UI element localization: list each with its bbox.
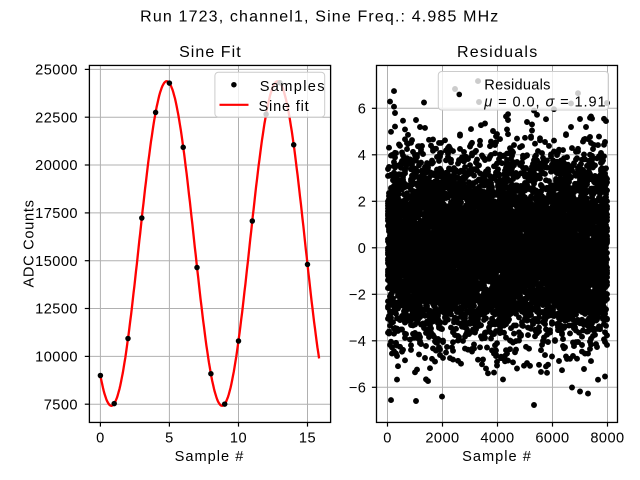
svg-text:8000: 8000: [590, 430, 624, 446]
svg-text:6000: 6000: [535, 430, 569, 446]
svg-text:−6: −6: [349, 381, 367, 397]
svg-text:Run 1723, channel1, Sine Freq.: Run 1723, channel1, Sine Freq.: 4.985 MH…: [140, 9, 499, 26]
svg-text:10000: 10000: [35, 350, 78, 366]
svg-text:Sine Fit: Sine Fit: [179, 44, 242, 61]
svg-text:10: 10: [230, 430, 247, 446]
svg-text:2: 2: [358, 195, 367, 211]
svg-text:Sample #: Sample #: [462, 449, 532, 465]
svg-text:7500: 7500: [44, 397, 78, 413]
svg-text:Samples: Samples: [260, 79, 326, 95]
svg-text:12500: 12500: [35, 302, 78, 318]
svg-text:Residuals: Residuals: [457, 44, 539, 61]
svg-text:Residuals: Residuals: [484, 78, 550, 94]
svg-text:0: 0: [383, 430, 392, 446]
svg-text:15000: 15000: [35, 254, 78, 270]
svg-text:20000: 20000: [35, 158, 78, 174]
svg-text:−4: −4: [349, 334, 367, 350]
svg-text:17500: 17500: [35, 206, 78, 222]
svg-text:0: 0: [358, 241, 367, 257]
svg-text:5: 5: [165, 430, 174, 446]
svg-text:22500: 22500: [35, 110, 78, 126]
svg-text:ADC Counts: ADC Counts: [21, 199, 37, 287]
svg-text:25000: 25000: [35, 63, 78, 79]
svg-text:Sine fit: Sine fit: [259, 99, 310, 115]
svg-text:6: 6: [358, 102, 367, 118]
svg-text:Sample #: Sample #: [175, 449, 245, 465]
svg-text:−2: −2: [349, 288, 367, 304]
svg-text:2000: 2000: [425, 430, 459, 446]
svg-text:4: 4: [358, 148, 367, 164]
svg-text:μ = 0.0, σ = 1.91: μ = 0.0, σ = 1.91: [483, 94, 606, 110]
svg-text:0: 0: [96, 430, 105, 446]
svg-text:15: 15: [299, 430, 316, 446]
svg-text:4000: 4000: [480, 430, 514, 446]
